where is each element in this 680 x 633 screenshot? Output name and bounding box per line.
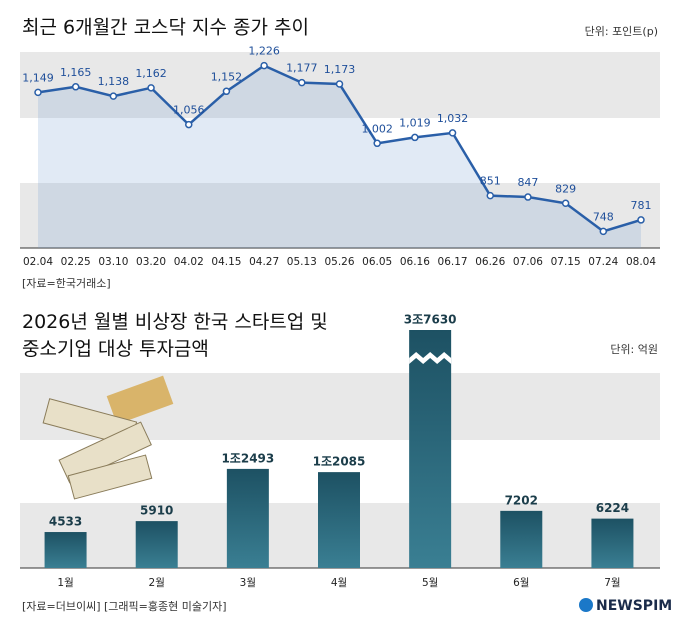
- value-label: 5910: [140, 504, 173, 518]
- point: [561, 199, 570, 208]
- band: [20, 183, 660, 248]
- value-label: 829: [555, 182, 576, 195]
- x-tick-label: 03.10: [98, 256, 128, 268]
- x-tick-label: 04.02: [174, 256, 204, 268]
- x-tick-label: 3월: [240, 577, 256, 589]
- value-label: 1,177: [286, 62, 318, 75]
- value-label: 1,226: [248, 45, 280, 58]
- bar: [44, 532, 87, 568]
- value-label: 6224: [596, 501, 629, 515]
- value-label: 1,152: [211, 70, 243, 83]
- value-label: 1,173: [324, 63, 356, 76]
- unit: 단위: 억원: [610, 343, 658, 356]
- point: [185, 120, 193, 129]
- x-tick-label: 02.25: [61, 256, 91, 268]
- point: [335, 80, 344, 88]
- value-label: 1,138: [98, 75, 130, 88]
- bar: [409, 330, 452, 568]
- unit: 단위: 포인트(p): [585, 25, 658, 38]
- value-label: 7202: [505, 493, 538, 507]
- bar: [135, 521, 178, 568]
- value-label: 1,019: [399, 116, 431, 129]
- value-label: 851: [480, 175, 501, 188]
- value-label: 1,032: [437, 112, 469, 125]
- point: [71, 83, 80, 91]
- value-label: 1,056: [173, 104, 205, 117]
- x-tick-label: 04.27: [249, 256, 279, 268]
- point: [34, 88, 42, 97]
- bar: [500, 510, 543, 568]
- x-tick-label: 06.16: [400, 256, 430, 268]
- x-tick-label: 07.24: [588, 256, 618, 268]
- chart-title: 2026년 월별 비상장 한국 스타트업 및 중소기업 대상 투자금액: [22, 311, 328, 360]
- point: [486, 191, 494, 200]
- value-label: 1,149: [22, 71, 54, 84]
- brand: NEWSPIM: [596, 598, 672, 614]
- value-label: 1,165: [60, 66, 92, 79]
- x-tick-label: 07.15: [551, 256, 581, 268]
- x-tick-label: 03.20: [136, 256, 166, 268]
- point: [298, 78, 306, 87]
- break-mark: [409, 352, 452, 364]
- point: [373, 139, 381, 148]
- area: [38, 65, 641, 248]
- point: [109, 92, 118, 100]
- x-tick-label: 1월: [57, 577, 73, 589]
- bar: [226, 468, 269, 568]
- point: [524, 193, 532, 201]
- x-tick-label: 6월: [513, 577, 529, 589]
- x-tick-label: 5월: [422, 577, 438, 589]
- value-label: 3조7630: [404, 313, 457, 327]
- x-tick-label: 06.05: [362, 256, 392, 268]
- chart-title: 최근 6개월간 코스닥 지수 종가 추이: [22, 17, 309, 39]
- point: [599, 227, 608, 236]
- x-tick-label: 2월: [149, 577, 165, 589]
- x-tick-label: 06.26: [475, 256, 505, 268]
- x-tick-label: 02.04: [23, 256, 53, 268]
- logo-icon: [579, 598, 593, 612]
- point: [411, 133, 419, 142]
- value-label: 781: [631, 199, 652, 212]
- value-label: 1조2085: [313, 455, 366, 469]
- x-tick-label: 08.04: [626, 256, 656, 268]
- money-illustration: [42, 375, 174, 500]
- bar: [591, 518, 634, 568]
- x-tick-label: 05.26: [324, 256, 354, 268]
- value-label: 748: [593, 210, 614, 223]
- x-tick-label: 06.17: [438, 256, 468, 268]
- point: [260, 61, 268, 70]
- x-tick-label: 07.06: [513, 256, 543, 268]
- value-label: 4533: [49, 515, 82, 529]
- point: [222, 87, 231, 96]
- bar: [318, 472, 360, 568]
- value-label: 1,162: [135, 67, 167, 80]
- x-tick-label: 04.15: [211, 256, 241, 268]
- point: [637, 216, 645, 224]
- source: [자료=한국거래소]: [22, 277, 111, 290]
- point: [448, 129, 457, 137]
- value-label: 847: [517, 176, 538, 189]
- x-tick-label: 05.13: [287, 256, 317, 268]
- value-label: 1,002: [361, 122, 393, 135]
- source: [자료=더브이씨] [그래픽=홍종현 미술기자]: [22, 599, 227, 613]
- value-label: 1조2493: [221, 451, 274, 465]
- point: [147, 84, 155, 92]
- x-tick-label: 7월: [604, 577, 620, 589]
- x-tick-label: 4월: [331, 577, 347, 589]
